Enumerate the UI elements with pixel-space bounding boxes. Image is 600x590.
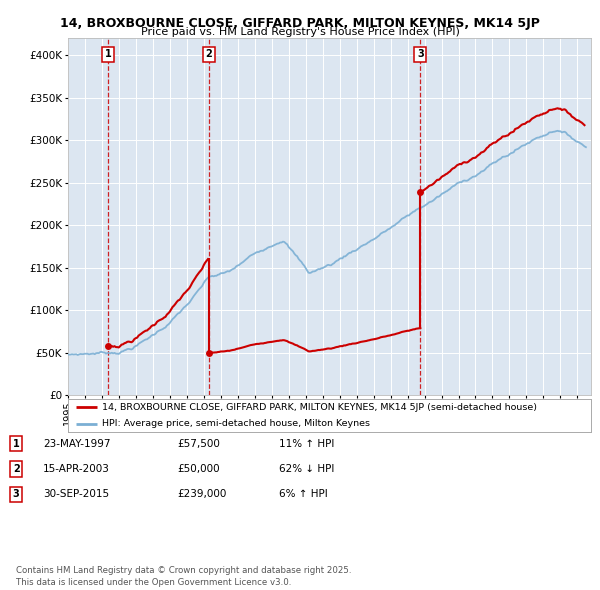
Text: Price paid vs. HM Land Registry's House Price Index (HPI): Price paid vs. HM Land Registry's House …	[140, 27, 460, 37]
Text: Contains HM Land Registry data © Crown copyright and database right 2025.
This d: Contains HM Land Registry data © Crown c…	[16, 566, 352, 587]
Text: 23-MAY-1997: 23-MAY-1997	[43, 439, 110, 448]
Text: 2: 2	[205, 50, 212, 60]
Text: 2: 2	[13, 464, 20, 474]
Text: 14, BROXBOURNE CLOSE, GIFFARD PARK, MILTON KEYNES, MK14 5JP: 14, BROXBOURNE CLOSE, GIFFARD PARK, MILT…	[60, 17, 540, 30]
Text: 3: 3	[417, 50, 424, 60]
Text: 1: 1	[13, 439, 20, 448]
Text: 30-SEP-2015: 30-SEP-2015	[43, 490, 109, 499]
Text: £239,000: £239,000	[177, 490, 226, 499]
Text: 15-APR-2003: 15-APR-2003	[43, 464, 110, 474]
Text: 1: 1	[105, 50, 112, 60]
Text: £50,000: £50,000	[177, 464, 220, 474]
Text: 3: 3	[13, 490, 20, 499]
Text: 6% ↑ HPI: 6% ↑ HPI	[279, 490, 328, 499]
Text: 14, BROXBOURNE CLOSE, GIFFARD PARK, MILTON KEYNES, MK14 5JP (semi-detached house: 14, BROXBOURNE CLOSE, GIFFARD PARK, MILT…	[102, 402, 537, 412]
Text: £57,500: £57,500	[177, 439, 220, 448]
Text: HPI: Average price, semi-detached house, Milton Keynes: HPI: Average price, semi-detached house,…	[102, 419, 370, 428]
Text: 62% ↓ HPI: 62% ↓ HPI	[279, 464, 334, 474]
Text: 11% ↑ HPI: 11% ↑ HPI	[279, 439, 334, 448]
